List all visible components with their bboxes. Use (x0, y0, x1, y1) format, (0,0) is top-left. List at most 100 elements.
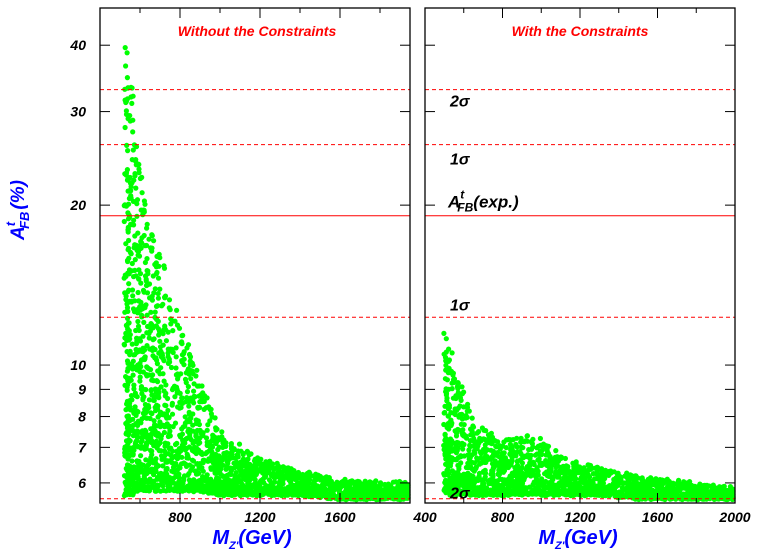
data-point (136, 458, 142, 464)
data-point (597, 482, 603, 488)
data-point (141, 198, 147, 204)
data-point (144, 256, 150, 262)
data-point (624, 487, 630, 493)
data-point (220, 490, 226, 496)
data-point (130, 147, 136, 153)
data-point (135, 310, 141, 316)
data-point (149, 293, 155, 299)
data-point (497, 443, 503, 449)
data-point (196, 440, 202, 446)
data-point (497, 491, 503, 497)
data-point (583, 489, 589, 495)
data-point (450, 377, 457, 383)
data-point (573, 461, 579, 467)
y-axis-label-unit: (%) (8, 180, 29, 210)
data-point (216, 444, 222, 450)
data-point (198, 466, 204, 472)
data-point (125, 229, 131, 235)
data-point (508, 460, 514, 466)
data-point (168, 364, 175, 371)
data-point (545, 450, 551, 456)
data-point (541, 492, 547, 498)
data-point (128, 222, 134, 228)
data-point (124, 50, 130, 56)
data-point (126, 212, 132, 218)
data-point (594, 464, 600, 470)
data-point (460, 427, 466, 433)
data-point (184, 345, 190, 351)
data-point (131, 217, 137, 223)
data-point (647, 492, 653, 498)
data-point (137, 374, 143, 380)
data-point (441, 421, 447, 428)
data-point (138, 469, 144, 475)
data-point (534, 451, 540, 457)
data-point (451, 445, 458, 452)
data-point (152, 346, 158, 353)
data-point (135, 323, 142, 329)
data-point (121, 342, 128, 348)
data-point (573, 476, 579, 482)
x-tick-label: 1600 (324, 509, 355, 525)
data-point (258, 456, 264, 462)
data-point (294, 481, 300, 487)
data-point (157, 338, 163, 344)
data-point (137, 271, 144, 277)
data-point (134, 197, 141, 203)
data-point (672, 487, 679, 493)
data-point (179, 454, 185, 460)
data-point (142, 259, 148, 266)
data-point (165, 360, 171, 366)
data-point (192, 483, 198, 490)
y-tick-label: 9 (78, 381, 86, 397)
data-point (130, 129, 136, 135)
data-point (459, 391, 466, 397)
data-point (492, 478, 498, 484)
data-point (228, 465, 235, 472)
data-point (535, 468, 541, 474)
data-point (658, 490, 664, 496)
data-point (253, 489, 259, 495)
data-point (199, 451, 205, 457)
data-point (153, 303, 160, 309)
data-point (478, 460, 484, 466)
data-point (122, 290, 128, 296)
data-point (188, 467, 194, 473)
data-point (172, 441, 179, 448)
data-point (193, 479, 199, 485)
data-point (188, 376, 194, 382)
data-point (127, 174, 133, 181)
data-point (536, 456, 542, 462)
data-point (482, 445, 488, 451)
data-point (255, 461, 262, 467)
data-point (142, 427, 148, 433)
data-point (197, 487, 203, 493)
data-point (197, 404, 203, 411)
data-point (133, 341, 139, 347)
data-point (135, 289, 141, 296)
data-point (190, 428, 196, 434)
data-point (143, 457, 149, 463)
data-point (126, 299, 132, 305)
data-point (182, 376, 189, 382)
data-point (504, 461, 510, 467)
data-point (535, 472, 541, 478)
data-point (176, 446, 182, 452)
data-point (321, 480, 327, 486)
y-tick-label: 10 (70, 357, 86, 373)
data-point (123, 111, 130, 117)
data-point (160, 483, 166, 489)
sigma-label: 2σ (449, 486, 471, 503)
data-point (149, 297, 155, 303)
data-point (393, 492, 399, 498)
data-point (209, 414, 215, 420)
x-tick-label: 800 (491, 509, 515, 525)
data-point (128, 251, 134, 257)
data-point (675, 479, 681, 485)
data-point (136, 276, 142, 282)
data-point (556, 474, 562, 480)
data-point (163, 338, 169, 344)
data-point (187, 419, 193, 425)
data-point (558, 455, 564, 461)
data-point (191, 393, 197, 399)
